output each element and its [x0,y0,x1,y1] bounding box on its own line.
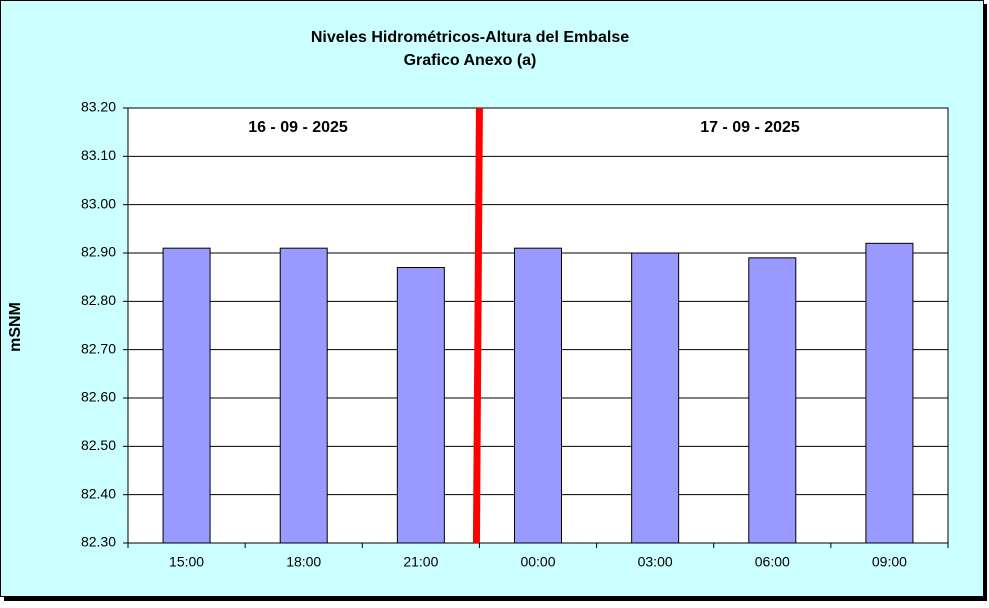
x-tick-label: 09:00 [872,554,907,570]
y-tick-label: 83.00 [81,195,116,211]
x-tick-label: 21:00 [403,554,438,570]
bar [748,257,797,544]
day-divider [472,107,483,544]
x-tick-label: 18:00 [286,554,321,570]
x-tick-label: 03:00 [638,554,673,570]
x-tick-label: 15:00 [169,554,204,570]
bar [865,242,914,544]
y-tick-label: 82.60 [81,389,116,405]
bar [396,267,445,544]
annotation: 17 - 09 - 2025 [700,119,800,136]
y-tick-label: 83.10 [81,147,116,163]
y-tick-label: 83.20 [81,99,116,115]
y-tick-label: 82.70 [81,340,116,356]
bar [631,252,680,544]
chart-subtitle: Grafico Anexo (a) [404,52,537,69]
annotation: 16 - 09 - 2025 [248,119,348,136]
bar [514,247,562,544]
y-tick-label: 82.90 [81,244,116,260]
y-tick-label: 82.80 [81,292,116,308]
y-tick-label: 82.40 [81,485,116,501]
y-tick-label: 82.30 [81,534,116,550]
y-tick-label: 82.50 [81,437,116,453]
x-tick-label: 00:00 [520,554,555,570]
chart-title: Niveles Hidrométricos-Altura del Embalse [311,29,629,46]
bar [279,247,328,544]
bar [162,247,211,544]
x-tick-label: 06:00 [755,554,790,570]
y-axis-label: mSNM [7,302,24,352]
